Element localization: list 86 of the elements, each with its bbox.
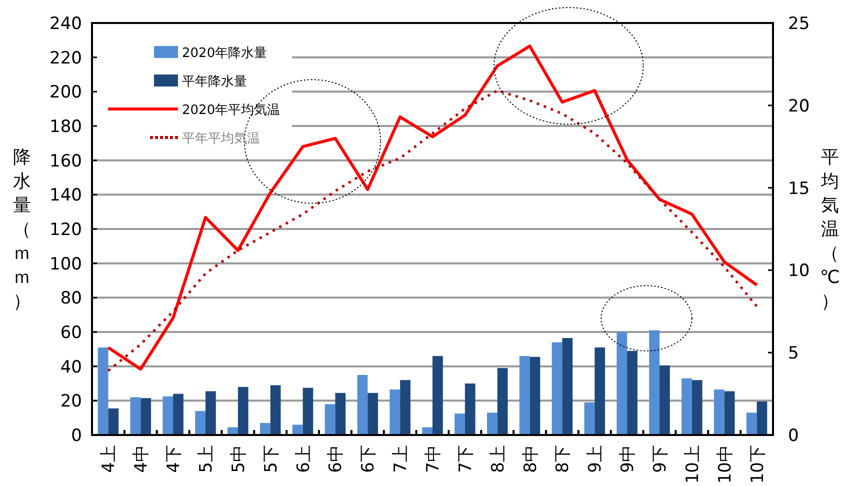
x-tick-label: 4中 xyxy=(132,445,152,473)
bar xyxy=(724,391,735,435)
bar xyxy=(400,380,410,435)
y-tick-label: 140 xyxy=(50,186,82,206)
bar xyxy=(335,392,346,435)
x-tick-label: 4下 xyxy=(164,445,184,473)
bar xyxy=(746,412,757,435)
y2-tick-label: 10 xyxy=(788,261,810,282)
y-tick-label: 60 xyxy=(60,323,82,343)
bar xyxy=(584,402,595,435)
x-tick-label: 5上 xyxy=(196,445,216,473)
bar xyxy=(756,402,768,435)
bar xyxy=(238,386,248,435)
x-tick-label: 6下 xyxy=(358,445,379,473)
bar xyxy=(206,391,216,435)
x-tick-label: 10中 xyxy=(715,445,736,484)
text: 2020年平均気温 xyxy=(182,103,280,118)
bar xyxy=(649,330,660,435)
bar xyxy=(357,374,368,435)
bar xyxy=(108,408,119,435)
x-tick-label: 7中 xyxy=(424,445,444,473)
bar xyxy=(162,396,174,435)
bar xyxy=(464,384,476,435)
bar xyxy=(390,390,400,435)
bar xyxy=(130,397,141,435)
y2-tick-label: 5 xyxy=(788,344,799,364)
bar xyxy=(627,350,638,435)
x-tick-label: 5中 xyxy=(228,445,249,473)
bar xyxy=(454,414,465,435)
y2-axis-title: 平均気温（℃） xyxy=(820,147,840,312)
legend-label: 平年平均気温 xyxy=(182,132,260,146)
y-tick-label: 160 xyxy=(50,151,82,172)
bar xyxy=(292,424,303,435)
bar xyxy=(692,380,702,435)
bar xyxy=(616,332,628,435)
bar xyxy=(368,392,378,435)
y2-tick-label: 25 xyxy=(788,14,810,34)
y-tick-label: 40 xyxy=(60,357,82,378)
x-tick-label: 9中 xyxy=(618,445,638,473)
x-tick-label: 5下 xyxy=(261,445,282,473)
bar xyxy=(173,394,184,435)
legend-label: 2020年降水量 xyxy=(182,46,268,61)
x-tick-label: 7上 xyxy=(391,445,412,473)
y-tick-label: 120 xyxy=(50,220,82,240)
x-tick-label: 8上 xyxy=(488,445,508,473)
y-tick-label: 220 xyxy=(50,48,82,68)
y-tick-label: 80 xyxy=(60,288,82,309)
y-tick-label: 240 xyxy=(50,14,82,34)
bar xyxy=(552,342,562,435)
x-tick-label: 6中 xyxy=(326,445,346,473)
y2-tick-label: 0 xyxy=(788,426,799,446)
y-tick-label: 200 xyxy=(50,82,82,103)
y2-tick-label: 15 xyxy=(788,178,810,199)
x-tick-label: 7下 xyxy=(456,445,476,473)
x-tick-label: 10上 xyxy=(682,445,703,484)
x-tick-label: 10下 xyxy=(748,445,768,484)
y2-tick-label: 20 xyxy=(788,96,810,116)
bar xyxy=(270,385,281,435)
x-tick-label: 8下 xyxy=(553,445,574,473)
y-tick-label: 0 xyxy=(71,426,82,446)
y-axis-title: 降水量（ｍｍ） xyxy=(13,147,31,312)
x-tick-label: 9上 xyxy=(586,445,606,473)
bar xyxy=(195,410,206,435)
bar xyxy=(519,356,530,435)
bar xyxy=(324,404,336,435)
bar xyxy=(432,356,443,435)
bar xyxy=(562,338,573,435)
bar xyxy=(660,365,670,435)
bar xyxy=(140,398,152,435)
x-tick-label: 9下 xyxy=(650,445,670,473)
bar xyxy=(682,378,692,435)
bar xyxy=(486,412,498,435)
y-tick-label: 20 xyxy=(60,392,82,412)
legend-label: 平年降水量 xyxy=(182,74,247,90)
y-tick-label: 100 xyxy=(50,254,82,274)
y-tick-label: 180 xyxy=(50,117,82,137)
bar xyxy=(302,388,314,435)
bar xyxy=(594,347,606,435)
bar xyxy=(497,368,508,435)
bar xyxy=(260,422,270,435)
bar xyxy=(98,347,108,435)
x-tick-label: 4上 xyxy=(99,445,120,473)
x-tick-label: 6上 xyxy=(294,445,314,473)
bar xyxy=(714,390,724,435)
x-tick-label: 8中 xyxy=(520,445,541,473)
bar xyxy=(530,356,540,435)
